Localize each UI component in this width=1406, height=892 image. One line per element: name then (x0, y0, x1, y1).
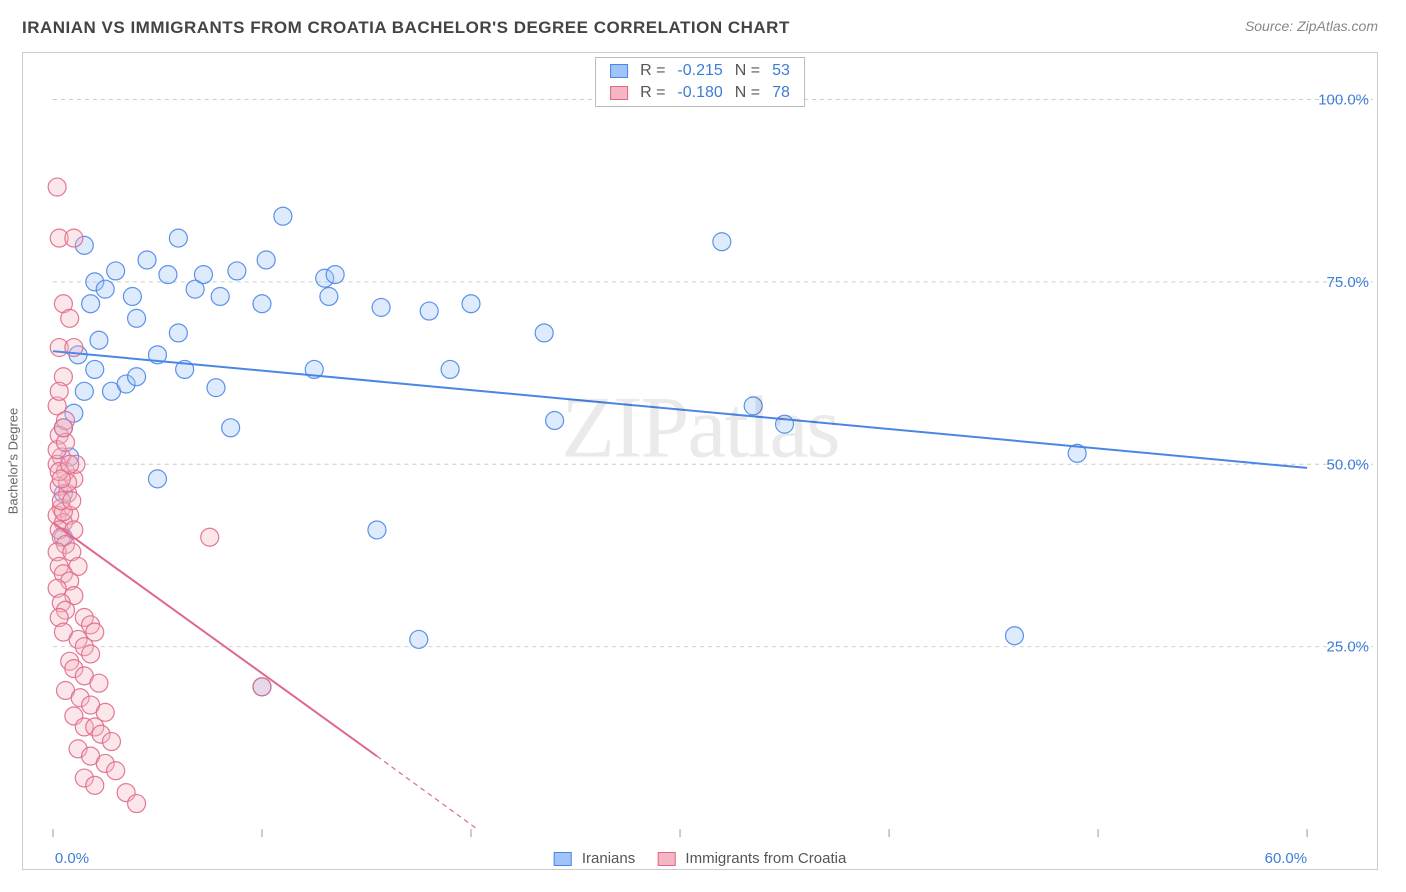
svg-text:25.0%: 25.0% (1327, 639, 1369, 656)
x-legend-swatch-1 (554, 852, 572, 866)
stats-row-1: R = -0.215 N = 53 (596, 60, 804, 82)
chart-title: IRANIAN VS IMMIGRANTS FROM CROATIA BACHE… (22, 18, 790, 38)
stats-n-value-2: 78 (772, 84, 790, 102)
x-legend-swatch-2 (657, 852, 675, 866)
svg-text:0.0%: 0.0% (55, 850, 89, 867)
svg-text:100.0%: 100.0% (1318, 91, 1369, 108)
source-label: Source: ZipAtlas.com (1245, 18, 1378, 34)
stats-swatch-2 (610, 86, 628, 100)
svg-text:50.0%: 50.0% (1327, 456, 1369, 473)
stats-r-value-1: -0.215 (677, 62, 722, 80)
stats-swatch-1 (610, 64, 628, 78)
stats-n-label-2: N = (735, 84, 760, 102)
x-legend-label-2: Immigrants from Croatia (685, 850, 846, 867)
stats-r-value-2: -0.180 (677, 84, 722, 102)
stats-n-value-1: 53 (772, 62, 790, 80)
stats-legend-box: R = -0.215 N = 53 R = -0.180 N = 78 (595, 57, 805, 107)
svg-text:75.0%: 75.0% (1327, 274, 1369, 291)
x-legend-item-2: Immigrants from Croatia (657, 850, 846, 867)
stats-r-label-2: R = (640, 84, 665, 102)
chart-area: Bachelor's Degree ZIPatlas 25.0%50.0%75.… (22, 52, 1378, 870)
y-axis-label: Bachelor's Degree (6, 408, 21, 515)
x-axis-legend: Iranians Immigrants from Croatia (554, 850, 847, 867)
stats-n-label-1: N = (735, 62, 760, 80)
x-legend-item-1: Iranians (554, 850, 636, 867)
chart-svg: 25.0% 50.0% 75.0% 100.0% 0.0% 60.0% (23, 53, 1377, 869)
x-legend-label-1: Iranians (582, 850, 635, 867)
svg-text:60.0%: 60.0% (1265, 850, 1307, 867)
stats-row-2: R = -0.180 N = 78 (596, 82, 804, 104)
stats-r-label-1: R = (640, 62, 665, 80)
